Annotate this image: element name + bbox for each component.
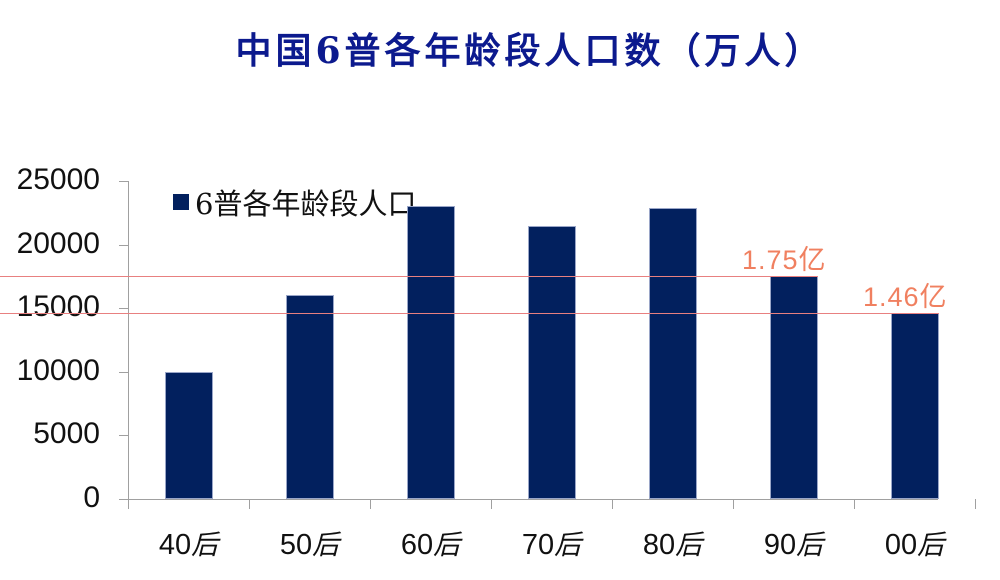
y-tick-mark: [119, 435, 128, 437]
y-tick-mark: [119, 181, 128, 182]
x-label-suffix: 后: [433, 530, 461, 561]
x-tick-label: 00后: [854, 528, 975, 563]
legend-label: 6普各年龄段人口: [195, 187, 417, 221]
y-tick-label: 15000: [16, 290, 100, 324]
y-tick-mark: [119, 371, 128, 373]
y-tick-label: 5000: [33, 417, 100, 451]
x-tick-mark: [733, 499, 734, 509]
x-label-number: 40: [158, 529, 192, 561]
y-tick-label: 25000: [16, 163, 100, 196]
x-tick-label: 70后: [491, 528, 612, 563]
bar-60后[interactable]: [407, 206, 455, 499]
x-label-number: 80: [642, 529, 676, 561]
y-tick-label: 10000: [16, 353, 100, 387]
y-tick-mark: [119, 308, 128, 310]
y-tick-label: 0: [83, 481, 100, 514]
x-tick-label: 50后: [249, 528, 370, 563]
y-tick-label: 20000: [16, 226, 100, 260]
x-label-number: 50: [279, 529, 313, 561]
x-tick-label: 60后: [370, 528, 491, 563]
x-label-suffix: 后: [312, 530, 340, 561]
bar-00后[interactable]: [891, 313, 939, 499]
bar-90后[interactable]: [770, 276, 818, 499]
x-label-number: 70: [521, 529, 555, 561]
x-tick-label: 90后: [733, 528, 854, 563]
x-axis: [128, 499, 938, 500]
x-label-number: 90: [763, 529, 797, 561]
reference-line: [0, 276, 818, 278]
x-label-suffix: 后: [796, 530, 824, 561]
x-tick-mark: [854, 499, 855, 509]
chart-title: 中国6普各年龄段人口数（万人）: [235, 30, 825, 72]
bar-40后[interactable]: [165, 371, 213, 499]
y-tick-mark: [119, 244, 128, 246]
reference-line: [0, 313, 939, 315]
x-tick-mark: [128, 499, 129, 509]
legend: 6普各年龄段人口: [173, 181, 416, 223]
annotation-label: 1.75亿: [742, 245, 827, 276]
x-tick-mark: [370, 499, 371, 509]
y-tick-mark: [119, 499, 128, 500]
bar-50后[interactable]: [286, 295, 334, 499]
bar-70后[interactable]: [528, 225, 576, 499]
x-tick-mark: [975, 499, 976, 509]
x-tick-label: 40后: [128, 528, 249, 563]
x-label-suffix: 后: [554, 530, 582, 561]
annotation-label: 1.46亿: [863, 282, 948, 313]
x-label-suffix: 后: [191, 530, 219, 561]
x-label-suffix: 后: [917, 530, 945, 561]
x-tick-mark: [249, 499, 250, 509]
x-tick-mark: [612, 499, 613, 509]
x-label-number: 60: [400, 529, 434, 561]
x-label-number: 00: [884, 529, 918, 561]
x-tick-mark: [491, 499, 492, 509]
bar-80后[interactable]: [649, 207, 697, 499]
x-tick-label: 80后: [612, 528, 733, 563]
legend-swatch-icon: [173, 194, 189, 210]
y-axis: [128, 181, 129, 500]
x-label-suffix: 后: [675, 530, 703, 561]
